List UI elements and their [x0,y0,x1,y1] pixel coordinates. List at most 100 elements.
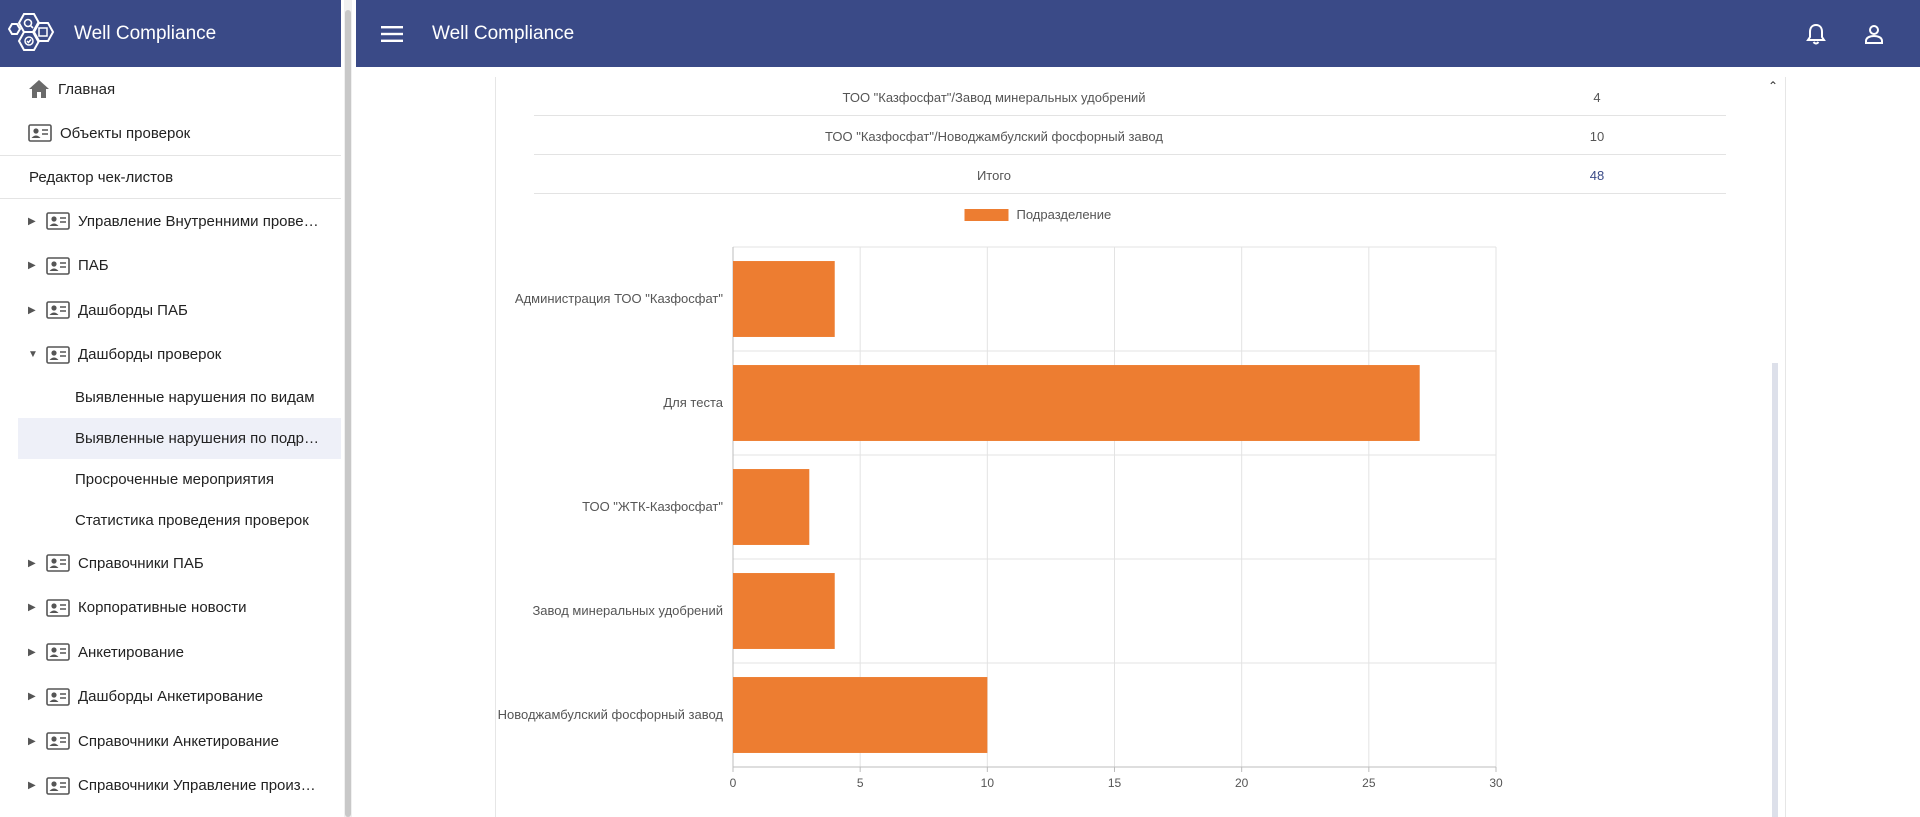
sidebar-header: Well Compliance [0,0,341,67]
sidebar-scrollbar-thumb[interactable] [345,10,351,817]
top-icons [1806,0,1884,67]
table-cell-count: 10 [1589,129,1605,144]
nav-checklist-editor-label: Редактор чек-листов [29,168,174,186]
sidebar-scrollbar[interactable] [344,0,352,817]
sub-item-label: Статистика проведения проверок [75,512,309,529]
caret-right-icon[interactable]: ▶ [28,215,36,227]
tree-item-label: Анкетирование [78,643,184,661]
tree-item-inspection-dashboards[interactable]: ▼ Дашборды проверок [0,333,341,378]
tree-item-survey-dashboards[interactable]: ▶ Дашборды Анкетирование [0,675,341,720]
tree-item-pab-dashboards[interactable]: ▶ Дашборды ПАБ [0,288,341,333]
report-panel: ТОО "Казфосфат"/Завод минеральных удобре… [495,77,1786,817]
id-card-icon [46,301,70,320]
x-tick-label: 5 [857,776,864,790]
app-name: Well Compliance [74,22,217,44]
user-icon[interactable] [1864,24,1884,44]
id-card-icon [46,643,70,662]
content-scrollbar-thumb[interactable] [1772,363,1778,817]
id-card-icon [46,256,70,275]
bar[interactable] [733,469,810,545]
caret-right-icon[interactable]: ▶ [28,646,36,658]
tree-item-label: Справочники Управление производством [78,777,323,795]
id-card-icon [46,687,70,706]
tree-item-survey-references[interactable]: ▶ Справочники Анкетирование [0,719,341,764]
caret-right-icon[interactable]: ▶ [28,602,36,614]
y-category-label: ТОО "ЖТК-Казфосфат" [582,499,723,514]
nav-home-label: Главная [58,80,116,98]
table-cell-total-label: Итого [976,168,1012,183]
tree-item-pab-references[interactable]: ▶ Справочники ПАБ [0,541,341,586]
sub-item-overdue-actions[interactable]: Просроченные мероприятия [0,459,341,500]
divider [0,155,341,156]
tree-item-internal-audits[interactable]: ▶ Управление Внутренними проверками [0,199,341,244]
menu-button[interactable] [372,14,412,54]
tree-item-label: Справочники ПАБ [78,554,204,572]
x-tick-label: 10 [981,776,995,790]
sidebar: Well Compliance Главная Объекты проверок [0,0,341,817]
y-category-label: Завод минеральных удобрений [532,603,723,618]
id-card-icon [46,554,70,573]
menu-icon [381,25,403,42]
divider [0,198,341,199]
table-cell-total-count[interactable]: 48 [1589,168,1605,183]
sub-item-violations-by-type[interactable]: Выявленные нарушения по видам [0,377,341,418]
bar[interactable] [733,677,988,753]
id-card-icon [46,732,70,751]
bar[interactable] [733,261,835,337]
sub-item-violations-by-department[interactable]: Выявленные нарушения по подразделениям [18,418,341,459]
side-nav: Главная Объекты проверок Редактор чек-ли… [0,67,341,808]
tree-item-label: Управление Внутренними проверками [78,212,323,230]
tree-item-pab[interactable]: ▶ ПАБ [0,244,341,289]
caret-right-icon[interactable]: ▶ [28,691,36,703]
nav-checklist-editor[interactable]: Редактор чек-листов [0,156,341,198]
page-title: Well Compliance [432,22,575,44]
tree-item-label: Дашборды ПАБ [78,301,188,319]
sub-item-inspection-statistics[interactable]: Статистика проведения проверок [0,500,341,541]
table-cell-name: ТОО "Казфосфат"/Новоджамбулский фосфорны… [825,129,1163,144]
id-card-icon [46,212,70,231]
table-row-total: Итого 48 [534,155,1726,194]
id-card-icon [28,124,52,142]
main-content: ТОО "Казфосфат"/Завод минеральных удобре… [356,67,1920,817]
caret-right-icon[interactable]: ▶ [28,260,36,272]
sub-item-label: Выявленные нарушения по видам [75,389,315,406]
tree-item-corporate-news[interactable]: ▶ Корпоративные новости [0,586,341,631]
caret-right-icon[interactable]: ▶ [28,780,36,792]
tree-item-label: Дашборды Анкетирование [78,688,264,706]
nav-inspection-objects[interactable]: Объекты проверок [0,111,341,155]
y-category-label: Новоджамбулский фосфорный завод [498,707,724,722]
tree-item-label: Дашборды проверок [78,346,222,364]
y-category-label: Для теста [663,395,723,410]
topbar: Well Compliance [356,0,1920,67]
table-row: ТОО "Казфосфат"/Завод минеральных удобре… [534,77,1726,116]
bar[interactable] [733,573,835,649]
table-cell-count: 4 [1593,90,1601,105]
bar[interactable] [733,365,1420,441]
bar-chart: Подразделение 0 5 10 15 20 25 30 Администрация Т… [498,207,1503,790]
x-tick-label: 0 [730,776,737,790]
tree-item-production-references[interactable]: ▶ Справочники Управление производством [0,764,341,809]
table-row: ТОО "Казфосфат"/Новоджамбулский фосфорны… [534,116,1726,155]
tree-item-label: Корпоративные новости [78,599,247,617]
logo-icon [8,12,55,51]
caret-right-icon[interactable]: ▶ [28,735,36,747]
id-card-icon [46,776,70,795]
nav-inspection-objects-label: Объекты проверок [60,124,191,142]
sub-item-label: Выявленные нарушения по подразделениям [75,430,325,447]
scroll-up-icon[interactable]: ⌃ [1768,79,1779,93]
x-tick-label: 30 [1489,776,1503,790]
id-card-icon [46,598,70,617]
legend-label: Подразделение [1017,207,1112,222]
caret-right-icon[interactable]: ▶ [28,557,36,569]
caret-right-icon[interactable]: ▶ [28,304,36,316]
nav-home[interactable]: Главная [0,67,341,111]
bell-icon[interactable] [1806,23,1826,45]
tree-item-surveys[interactable]: ▶ Анкетирование [0,630,341,675]
sub-item-label: Просроченные мероприятия [75,471,275,488]
x-tick-label: 20 [1235,776,1249,790]
y-category-label: Администрация ТОО "Казфосфат" [515,291,723,306]
x-tick-label: 15 [1108,776,1122,790]
table-cell-name: ТОО "Казфосфат"/Завод минеральных удобре… [842,90,1146,105]
caret-down-icon[interactable]: ▼ [28,349,38,361]
